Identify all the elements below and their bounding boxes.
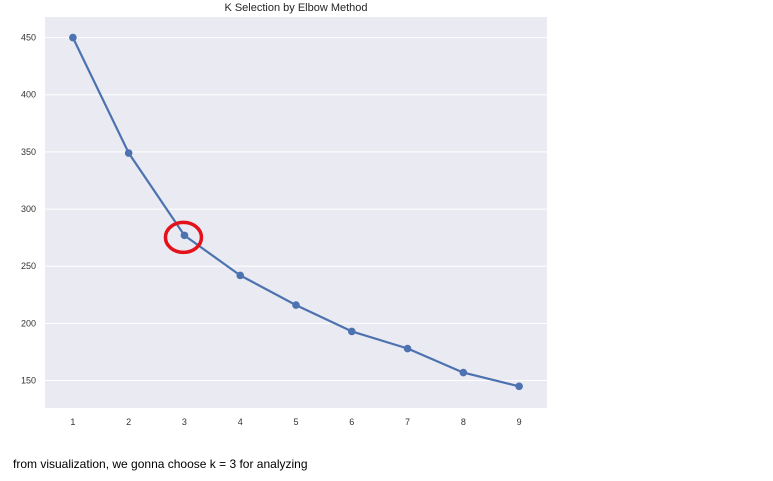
data-point <box>459 368 468 377</box>
x-tick-label: 2 <box>126 417 131 427</box>
y-tick-label: 250 <box>21 261 36 271</box>
data-point <box>292 301 300 309</box>
data-point <box>124 149 133 157</box>
x-tick-label: 6 <box>349 417 354 427</box>
y-tick-label: 450 <box>21 33 36 43</box>
y-tick-label: 300 <box>21 204 36 214</box>
data-point <box>515 382 523 391</box>
x-tick-label: 8 <box>461 417 466 427</box>
data-point <box>403 344 412 353</box>
highlight-circle <box>163 220 204 255</box>
y-tick-label: 150 <box>21 376 36 386</box>
y-tick-label: 350 <box>21 147 36 157</box>
x-tick-label: 1 <box>70 417 75 427</box>
data-point <box>69 33 77 42</box>
plot-area <box>45 17 547 408</box>
x-tick-label: 9 <box>517 417 522 427</box>
caption-text: from visualization, we gonna choose k = … <box>13 457 308 471</box>
data-point <box>347 327 356 336</box>
data-point <box>180 231 189 240</box>
x-tick-label: 7 <box>405 417 410 427</box>
data-point <box>236 271 245 280</box>
x-tick-label: 3 <box>182 417 187 427</box>
y-tick-label: 200 <box>21 318 36 328</box>
axis-ticks: 150 200 250 300 350 400 450 1 2 3 4 5 6 7 8 9 <box>21 33 522 427</box>
data-points <box>69 33 523 391</box>
chart-title: K Selection by Elbow Method <box>224 2 367 14</box>
x-tick-label: 5 <box>293 417 298 427</box>
y-tick-label: 400 <box>21 90 36 100</box>
x-tick-label: 4 <box>238 417 243 427</box>
